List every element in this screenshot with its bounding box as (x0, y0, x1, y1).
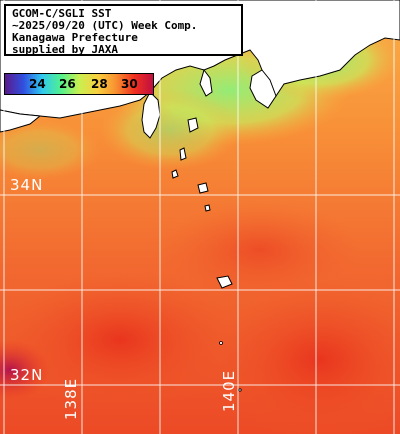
colorbar-gradient (5, 74, 153, 94)
title-box: GCOM-C/SGLI SST ~2025/09/20 (UTC) Week C… (4, 4, 243, 56)
colorbar: 24 26 28 30 (4, 73, 154, 95)
title-line-4: supplied by JAXA (12, 43, 118, 56)
land-miura (199, 68, 213, 97)
land-kozu (171, 169, 179, 179)
land-mikura (204, 204, 211, 212)
lat-label-34n: 34N (10, 176, 44, 194)
lat-label-32n: 32N (10, 366, 44, 384)
title-line-3: Kanagawa Prefecture (12, 31, 138, 44)
lon-label-140e: 140E (220, 369, 238, 412)
land-niijima (179, 147, 187, 161)
land-islet-1 (219, 341, 223, 345)
warm-patch-3 (160, 200, 360, 300)
cool-water-izu (100, 90, 240, 170)
colorbar-tick-26: 26 (59, 77, 76, 91)
land-izu (141, 91, 161, 139)
colorbar-tick-30: 30 (121, 77, 138, 91)
land-suruga (0, 109, 42, 133)
cool-water-west (0, 120, 100, 180)
lon-label-138e: 138E (62, 377, 80, 420)
colorbar-tick-28: 28 (91, 77, 108, 91)
title-line-1: GCOM-C/SGLI SST (12, 7, 112, 20)
land-miyake (197, 182, 209, 194)
land-oshima (187, 117, 199, 133)
title-line-2: ~2025/09/20 (UTC) Week Comp. (12, 19, 198, 32)
warm-patch-2 (210, 280, 400, 434)
land-hachijo (216, 275, 233, 289)
land-islet-2 (238, 388, 242, 392)
colorbar-tick-24: 24 (29, 77, 46, 91)
land-boso (249, 69, 277, 109)
warm-patch-1 (0, 270, 240, 410)
